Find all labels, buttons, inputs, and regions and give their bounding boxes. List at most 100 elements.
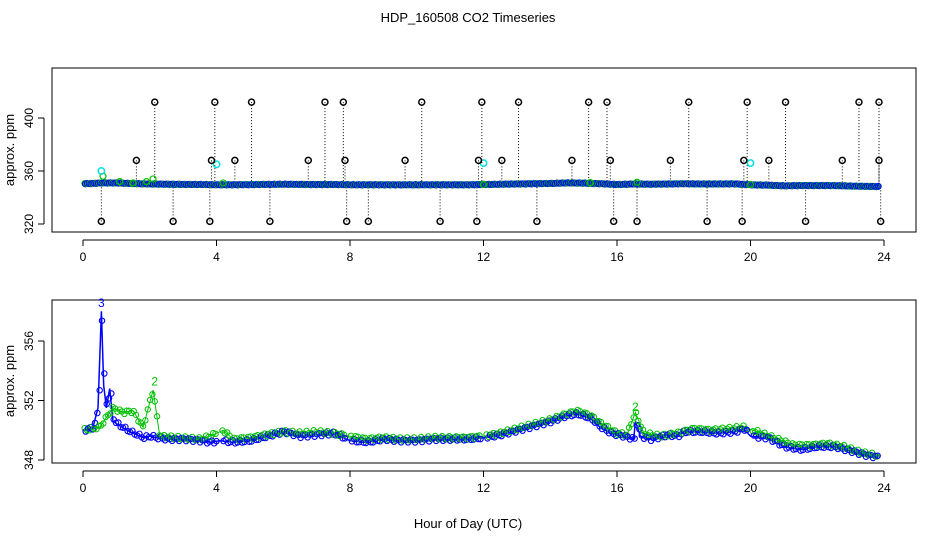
flag-marker <box>436 217 444 226</box>
flag-marker <box>609 217 618 226</box>
co2-point-green-outlier <box>142 178 151 186</box>
co2-point-green <box>139 422 147 430</box>
y-tick-label: 348 <box>22 450 36 470</box>
co2-point-green <box>198 436 205 443</box>
co2-point-blue <box>874 182 882 190</box>
flag-marker <box>743 98 751 106</box>
flag-marker <box>738 217 746 226</box>
flag-marker <box>401 156 409 165</box>
series-line-green <box>82 389 878 456</box>
flag-marker <box>211 98 219 106</box>
y-tick-label: 320 <box>22 214 36 234</box>
top-panel-co2-flags: 0 4 8 12 16 20 24 320 360 400 approx. ppm <box>2 67 917 264</box>
co2-point-blue <box>213 437 220 445</box>
figure-title: HDP_160508 CO2 Timeseries <box>381 10 556 25</box>
co2-point-green-outlier <box>746 180 755 189</box>
co2-point-green <box>305 429 313 437</box>
y-tick-label: 356 <box>22 331 36 351</box>
flag-marker <box>855 98 863 106</box>
flag-marker <box>341 156 349 165</box>
y-tick-label: 352 <box>22 390 36 410</box>
co2-point-green-outlier <box>149 175 157 183</box>
flag-marker <box>801 217 810 226</box>
flag-marker <box>568 156 576 165</box>
co2-point-blue <box>341 435 349 442</box>
flag-marker <box>151 98 159 106</box>
y-tick-label: 360 <box>22 161 36 181</box>
co2-point-green <box>406 437 413 444</box>
co2-point-green <box>695 425 703 432</box>
flag-marker <box>514 98 523 106</box>
flag-marker <box>418 98 426 106</box>
x-tick-label: 0 <box>80 250 87 264</box>
co2-point-green <box>340 431 348 438</box>
co2-point-blue <box>101 370 108 377</box>
co2-point-cyan <box>97 167 106 175</box>
flag-marker <box>339 98 348 106</box>
flag-marker <box>206 217 214 226</box>
co2-point-blue <box>467 436 475 444</box>
co2-point-green <box>142 417 149 424</box>
co2-point-blue <box>750 432 758 439</box>
x-tick-label: 16 <box>610 250 624 264</box>
flag-marker <box>666 156 675 165</box>
co2-point-blue <box>96 387 103 394</box>
co2-point-blue <box>757 433 765 440</box>
x-tick-label: 12 <box>477 481 491 495</box>
co2-point-blue <box>259 434 267 442</box>
flag-marker <box>266 217 274 226</box>
co2-point-green-outlier <box>633 178 641 186</box>
plot-frame <box>51 299 917 464</box>
flag-marker <box>740 156 748 165</box>
flag-marker <box>473 217 481 226</box>
y-axis-label: approx. ppm <box>2 345 17 417</box>
x-axis-label: Hour of Day (UTC) <box>414 516 522 531</box>
co2-point-green <box>635 417 642 425</box>
flag-marker <box>765 156 773 165</box>
flag-marker <box>533 217 541 226</box>
y-axis-label: approx. ppm <box>2 114 17 186</box>
flag-marker <box>781 98 790 106</box>
co2-point-cyan <box>212 160 221 169</box>
co2-point-blue <box>98 317 106 324</box>
peak-label: 2 <box>151 375 158 389</box>
co2-point-blue <box>199 437 206 444</box>
x-tick-label: 12 <box>477 250 491 264</box>
x-tick-label: 0 <box>80 481 87 495</box>
co2-point-green <box>632 409 640 416</box>
co2-point-green <box>177 435 184 443</box>
co2-point-blue <box>631 435 638 442</box>
flag-marker <box>304 156 313 165</box>
flag-marker <box>342 217 351 226</box>
flag-marker <box>132 156 141 165</box>
flag-marker <box>685 98 693 106</box>
flag-marker <box>474 156 483 165</box>
flag-marker <box>247 98 256 106</box>
co2-point-green-outlier <box>129 179 137 187</box>
peak-label: 2 <box>632 400 639 414</box>
co2-point-green-outlier <box>586 179 594 187</box>
flag-marker <box>606 156 615 165</box>
co2-point-blue <box>108 390 115 397</box>
flag-marker <box>603 98 611 106</box>
co2-point-green <box>476 432 483 439</box>
flag-marker <box>169 217 177 226</box>
co2-point-green-outlier <box>219 179 227 187</box>
co2-point-green <box>151 398 158 405</box>
co2-point-blue <box>811 444 818 452</box>
plot-frame <box>51 67 917 233</box>
flag-marker <box>498 156 506 165</box>
flag-marker <box>231 156 239 165</box>
flag-marker <box>876 217 885 226</box>
x-tick-label: 20 <box>744 481 758 495</box>
x-tick-label: 24 <box>877 481 891 495</box>
co2-point-blue <box>474 435 482 443</box>
co2-point-green <box>702 425 710 433</box>
co2-point-green <box>873 453 880 460</box>
co2-point-green <box>153 413 161 420</box>
peak-label: 3 <box>98 296 105 310</box>
x-tick-label: 16 <box>610 481 624 495</box>
co2-point-blue <box>94 409 101 417</box>
co2-point-green <box>107 410 114 417</box>
